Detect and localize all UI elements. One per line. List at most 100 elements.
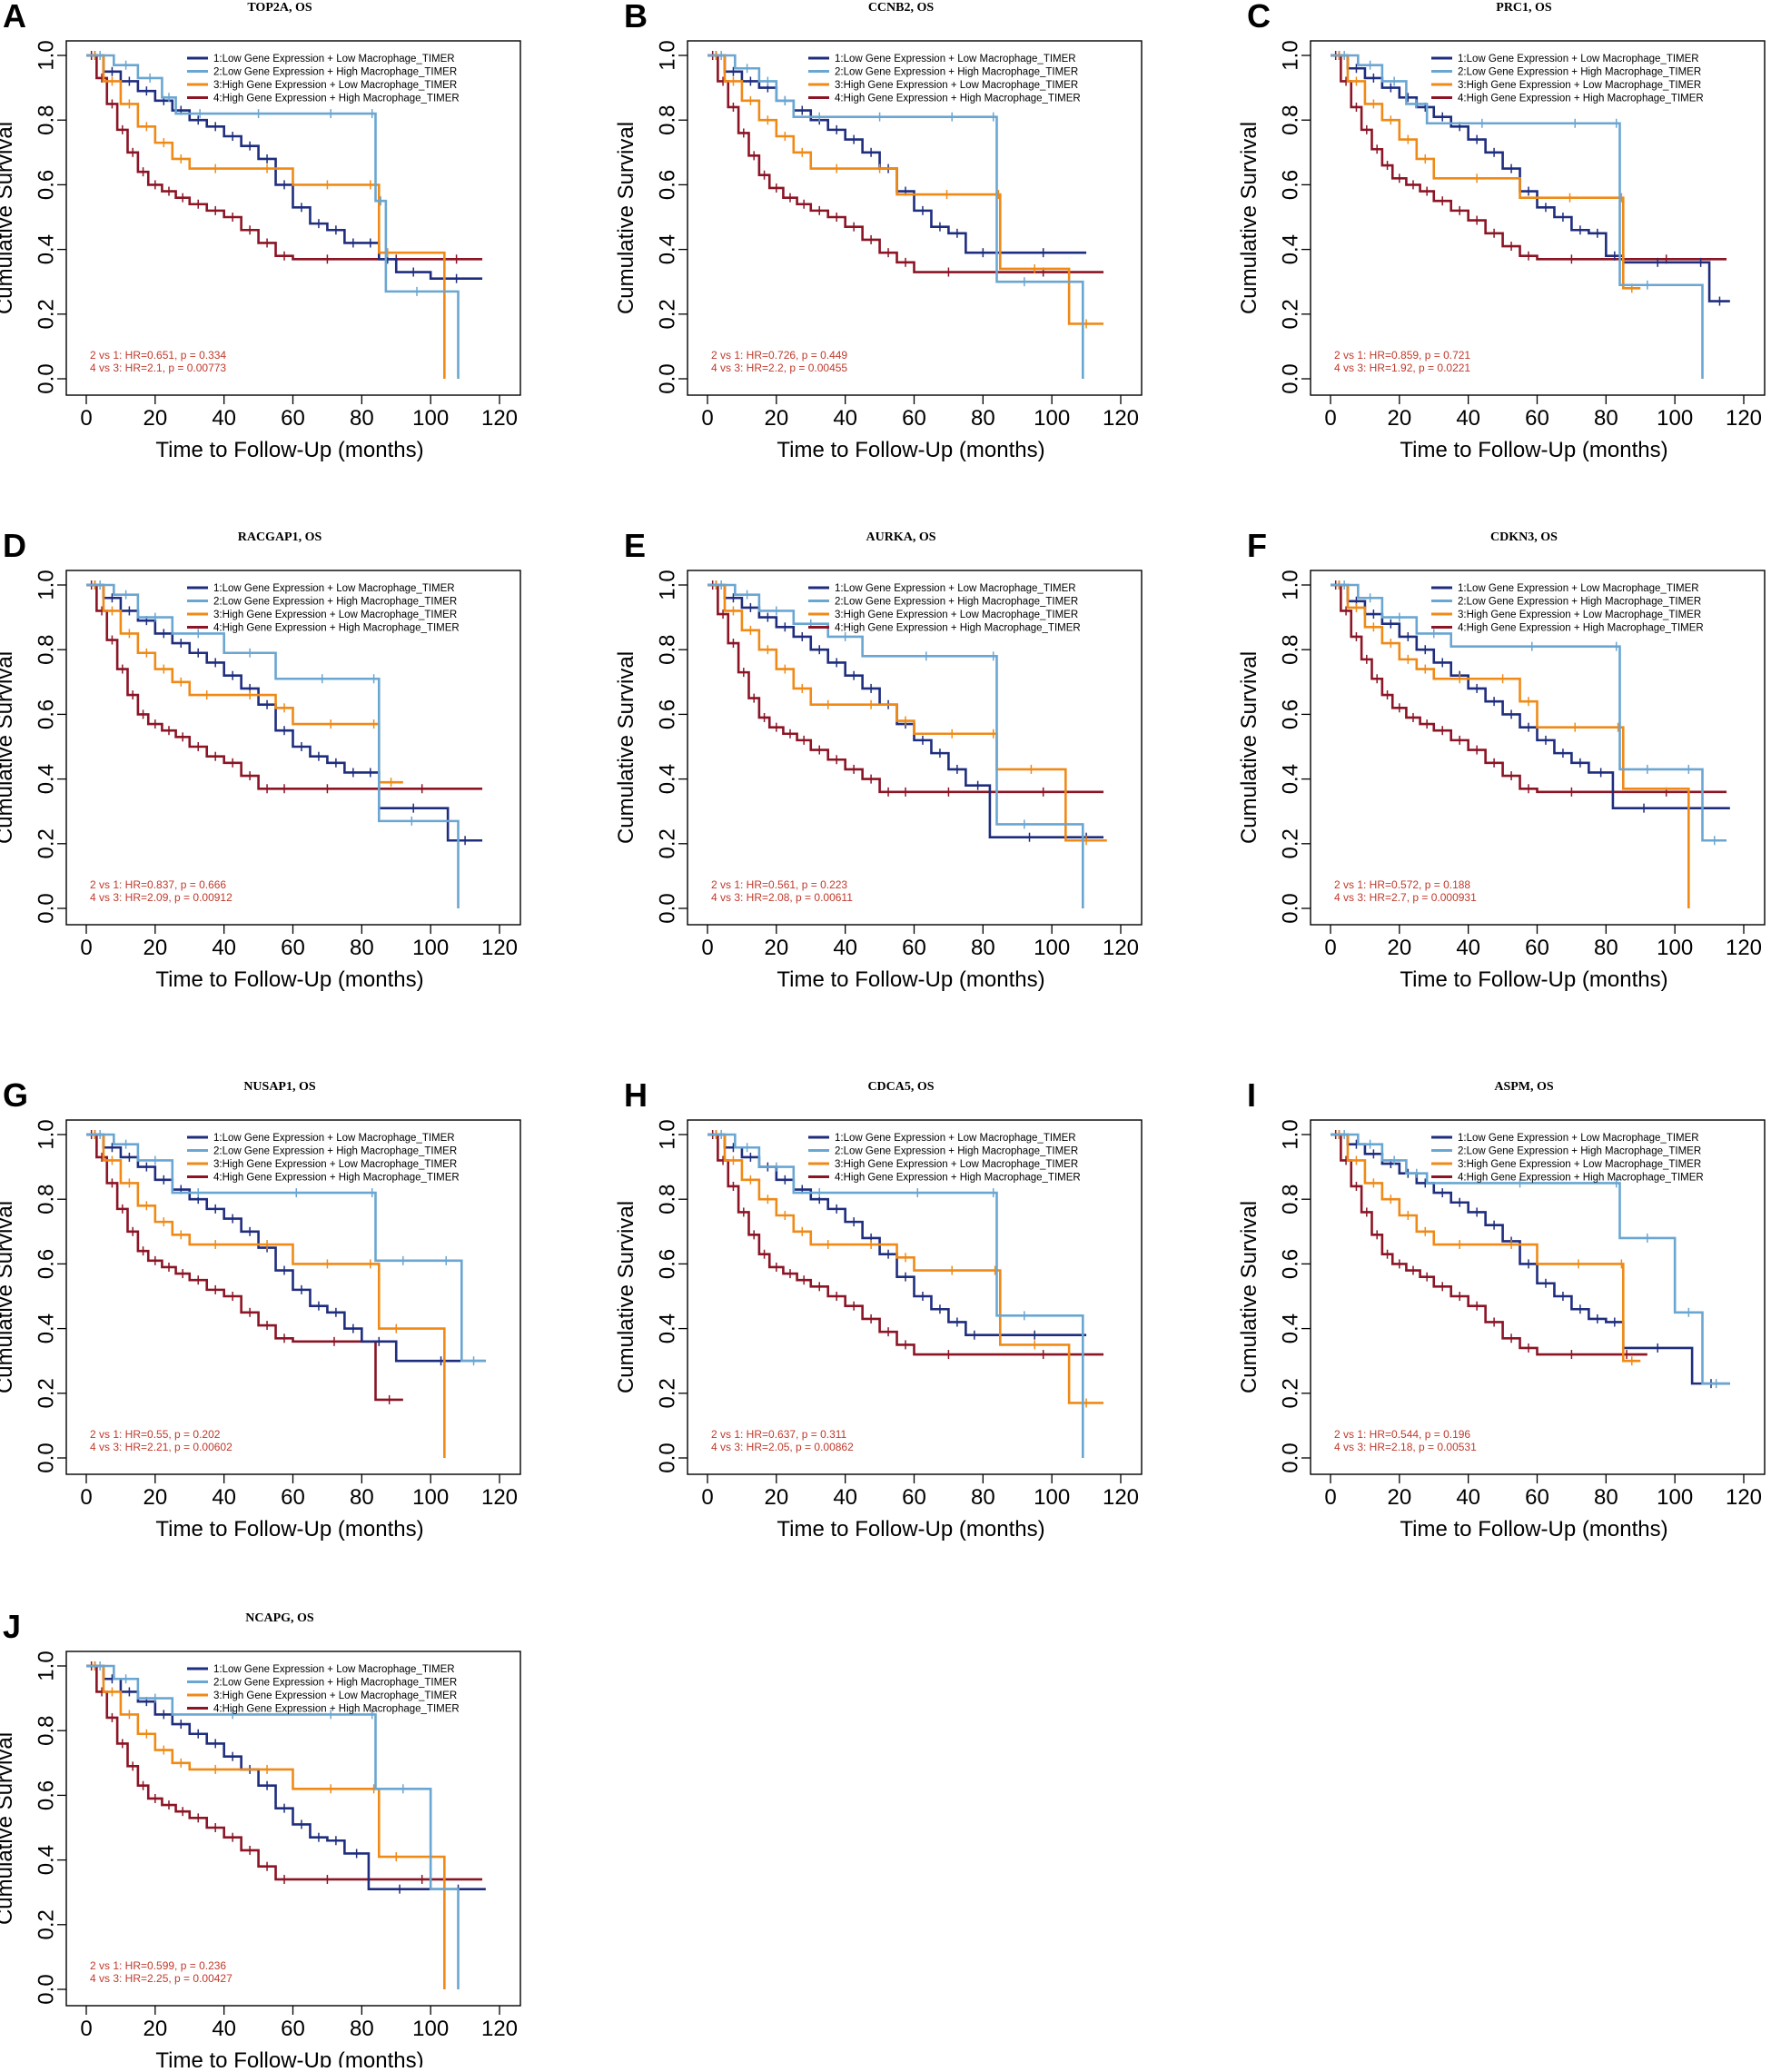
legend-label-f-3: 3:High Gene Expression + Low Macrophage_… <box>1458 610 1701 620</box>
stat-text-i-2: 4 vs 3: HR=2.18, p = 0.00531 <box>1334 1441 1477 1453</box>
legend-label-f-2: 2:Low Gene Expression + High Macrophage_… <box>1458 597 1701 608</box>
chart-title-d: RACGAP1, OS <box>238 530 322 544</box>
series-line-i-3 <box>1331 1133 1641 1363</box>
x-tick-label-i-6: 120 <box>1726 1485 1762 1510</box>
series-line-j-2 <box>86 1664 460 1989</box>
y-tick-label-h-1: 0.2 <box>656 1378 680 1408</box>
panel-letter-h: H <box>624 1076 648 1114</box>
y-tick-label-f-4: 0.8 <box>1279 635 1303 665</box>
panel-d: D RACGAP1, OS 0.0 0.2 0.4 0.6 0.8 1.0 0 20 40 60 80 1… <box>0 527 521 992</box>
y-tick-label-f-5: 1.0 <box>1279 570 1303 600</box>
legend-label-c-1: 1:Low Gene Expression + Low Macrophage_T… <box>1458 54 1699 64</box>
y-tick-label-i-5: 1.0 <box>1279 1119 1303 1149</box>
panel-h: H CDCA5, OS 0.0 0.2 0.4 0.6 0.8 1.0 0 20 40 60 80 100… <box>614 1076 1143 1542</box>
x-tick-label-e-0: 0 <box>701 936 713 960</box>
x-tick-label-i-3: 60 <box>1525 1485 1549 1510</box>
legend-label-c-4: 4:High Gene Expression + High Macrophage… <box>1458 94 1704 104</box>
x-tick-label-i-0: 0 <box>1324 1485 1336 1510</box>
y-tick-label-h-5: 1.0 <box>656 1119 680 1149</box>
x-axis-title-b: Time to Follow-Up (months) <box>777 438 1044 462</box>
stat-text-d-1: 2 vs 1: HR=0.837, p = 0.666 <box>90 878 226 891</box>
x-tick-label-g-0: 0 <box>80 1485 92 1510</box>
panel-e: E AURKA, OS 0.0 0.2 0.4 0.6 0.8 1.0 0 20 40 60 80 100… <box>614 527 1143 992</box>
x-tick-label-j-4: 80 <box>350 2017 374 2041</box>
stat-text-c-2: 4 vs 3: HR=1.92, p = 0.0221 <box>1334 362 1470 374</box>
y-tick-label-g-2: 0.4 <box>35 1314 59 1343</box>
y-tick-label-b-2: 0.4 <box>656 234 680 264</box>
x-tick-label-j-3: 60 <box>281 2017 305 2041</box>
legend-label-i-4: 4:High Gene Expression + High Macrophage… <box>1458 1173 1704 1184</box>
x-axis-title-j: Time to Follow-Up (months) <box>155 2048 423 2067</box>
y-axis-title-f: Cumulative Survival <box>1237 651 1261 844</box>
legend-label-a-3: 3:High Gene Expression + Low Macrophage_… <box>213 80 457 91</box>
series-line-g-2 <box>86 1133 486 1363</box>
x-axis-title-e: Time to Follow-Up (months) <box>777 967 1044 992</box>
series-line-c-4 <box>1331 54 1727 261</box>
series-line-a-1 <box>86 54 483 280</box>
x-tick-label-a-6: 120 <box>481 406 518 431</box>
panel-letter-e: E <box>624 527 646 564</box>
series-line-j-4 <box>86 1664 483 1881</box>
y-tick-label-j-5: 1.0 <box>35 1651 59 1680</box>
x-tick-label-g-1: 20 <box>143 1485 167 1510</box>
x-tick-label-d-6: 120 <box>481 936 518 960</box>
stat-text-a-2: 4 vs 3: HR=2.1, p = 0.00773 <box>90 362 226 374</box>
chart-title-i: ASPM, OS <box>1494 1080 1554 1094</box>
series-line-e-1 <box>707 583 1104 838</box>
panel-letter-i: I <box>1247 1076 1256 1114</box>
x-tick-label-f-2: 40 <box>1456 936 1480 960</box>
y-axis-title-b: Cumulative Survival <box>614 122 638 314</box>
y-axis-title-a: Cumulative Survival <box>0 122 17 314</box>
x-tick-label-f-1: 20 <box>1387 936 1411 960</box>
stat-text-i-1: 2 vs 1: HR=0.544, p = 0.196 <box>1334 1428 1470 1441</box>
x-tick-label-c-2: 40 <box>1456 406 1480 431</box>
legend-label-b-2: 2:Low Gene Expression + High Macrophage_… <box>835 67 1078 78</box>
y-tick-label-c-3: 0.6 <box>1279 170 1303 200</box>
y-tick-label-i-4: 0.8 <box>1279 1185 1303 1214</box>
y-tick-label-a-2: 0.4 <box>35 234 59 264</box>
series-line-g-1 <box>86 1133 486 1363</box>
x-tick-label-c-5: 100 <box>1657 406 1693 431</box>
y-tick-label-b-4: 0.8 <box>656 105 680 135</box>
y-tick-label-f-0: 0.0 <box>1279 893 1303 923</box>
y-tick-label-d-3: 0.6 <box>35 699 59 729</box>
series-line-h-4 <box>707 1133 1104 1356</box>
y-tick-label-a-4: 0.8 <box>35 105 59 135</box>
x-tick-label-c-3: 60 <box>1525 406 1549 431</box>
panel-letter-j: J <box>3 1608 21 1645</box>
legend-label-a-1: 1:Low Gene Expression + Low Macrophage_T… <box>213 54 455 64</box>
y-tick-label-e-1: 0.2 <box>656 828 680 858</box>
stat-text-f-2: 4 vs 3: HR=2.7, p = 0.000931 <box>1334 891 1477 904</box>
legend-label-h-2: 2:Low Gene Expression + High Macrophage_… <box>835 1146 1078 1157</box>
y-tick-label-e-0: 0.0 <box>656 893 680 923</box>
stat-text-h-2: 4 vs 3: HR=2.05, p = 0.00862 <box>711 1441 854 1453</box>
stat-text-e-1: 2 vs 1: HR=0.561, p = 0.223 <box>711 878 847 891</box>
x-tick-label-a-3: 60 <box>281 406 305 431</box>
series-line-i-4 <box>1331 1133 1647 1356</box>
x-axis-title-f: Time to Follow-Up (months) <box>1400 967 1667 992</box>
x-tick-label-j-6: 120 <box>481 2017 518 2041</box>
legend-label-d-1: 1:Low Gene Expression + Low Macrophage_T… <box>213 583 455 594</box>
x-tick-label-a-4: 80 <box>350 406 374 431</box>
y-tick-label-a-1: 0.2 <box>35 299 59 329</box>
panel-j: J NCAPG, OS 0.0 0.2 0.4 0.6 0.8 1.0 0 20 40 60 80 100… <box>0 1608 521 2072</box>
x-tick-label-j-5: 100 <box>412 2017 449 2041</box>
x-tick-label-f-5: 100 <box>1657 936 1693 960</box>
x-tick-label-i-2: 40 <box>1456 1485 1480 1510</box>
x-tick-label-g-4: 80 <box>350 1485 374 1510</box>
legend-label-j-1: 1:Low Gene Expression + Low Macrophage_T… <box>213 1664 455 1675</box>
x-tick-label-j-1: 20 <box>143 2017 167 2041</box>
y-tick-label-j-0: 0.0 <box>35 1974 59 2004</box>
y-tick-label-c-5: 1.0 <box>1279 40 1303 70</box>
legend-label-d-4: 4:High Gene Expression + High Macrophage… <box>213 623 460 634</box>
panel-letter-f: F <box>1247 527 1267 564</box>
panel-letter-b: B <box>624 0 648 35</box>
series-line-d-2 <box>86 583 460 908</box>
y-tick-label-d-2: 0.4 <box>35 764 59 794</box>
series-line-e-4 <box>707 583 1104 794</box>
y-tick-label-a-3: 0.6 <box>35 170 59 200</box>
panel-letter-c: C <box>1247 0 1271 35</box>
legend-label-g-1: 1:Low Gene Expression + Low Macrophage_T… <box>213 1133 455 1144</box>
stat-text-b-2: 4 vs 3: HR=2.2, p = 0.00455 <box>711 362 847 374</box>
y-tick-label-g-3: 0.6 <box>35 1249 59 1279</box>
